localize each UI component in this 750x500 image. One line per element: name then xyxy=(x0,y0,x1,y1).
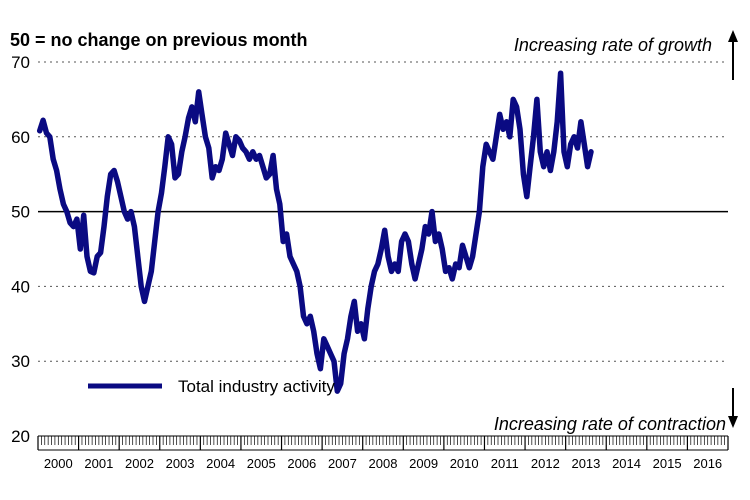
y-tick-label: 40 xyxy=(11,277,30,296)
legend: Total industry activity xyxy=(88,377,335,396)
x-tick-label: 2009 xyxy=(409,456,438,471)
legend-label: Total industry activity xyxy=(178,377,335,396)
x-tick-label: 2005 xyxy=(247,456,276,471)
y-tick-label: 50 xyxy=(11,203,30,222)
x-tick-label: 2000 xyxy=(44,456,73,471)
x-tick-label: 2003 xyxy=(166,456,195,471)
y-axis-ticks: 20 30 40 50 60 70 xyxy=(11,53,30,446)
y-tick-label: 30 xyxy=(11,352,30,371)
x-tick-label: 2015 xyxy=(653,456,682,471)
x-tick-label: 2007 xyxy=(328,456,357,471)
x-tick-label: 2004 xyxy=(206,456,235,471)
gridlines xyxy=(38,61,728,362)
chart-note: 50 = no change on previous month xyxy=(10,30,308,50)
y-tick-label: 20 xyxy=(11,427,30,446)
x-tick-label: 2011 xyxy=(491,456,519,471)
x-tick-label: 2010 xyxy=(450,456,479,471)
annotation-growth: Increasing rate of growth xyxy=(513,35,712,55)
up-arrow-head-icon xyxy=(728,30,738,42)
x-tick-label: 2012 xyxy=(531,456,560,471)
x-tick-label: 2001 xyxy=(84,456,113,471)
down-arrow-head-icon xyxy=(728,416,738,428)
x-axis: 2000 2001 2002 2003 2004 2005 2006 2007 2008 2009… xyxy=(37,435,729,471)
y-tick-label: 60 xyxy=(11,128,30,147)
series-line-total-industry-activity xyxy=(36,70,594,394)
y-tick-label: 70 xyxy=(11,53,30,72)
x-tick-label: 2006 xyxy=(287,456,316,471)
x-tick-label: 2014 xyxy=(612,456,641,471)
x-tick-label: 2016 xyxy=(693,456,722,471)
x-tick-label: 2013 xyxy=(571,456,600,471)
x-tick-label: 2002 xyxy=(125,456,154,471)
annotation-contraction: Increasing rate of contraction xyxy=(493,414,726,434)
direction-arrows xyxy=(728,30,738,428)
x-tick-label: 2008 xyxy=(369,456,398,471)
series-group xyxy=(36,70,594,394)
